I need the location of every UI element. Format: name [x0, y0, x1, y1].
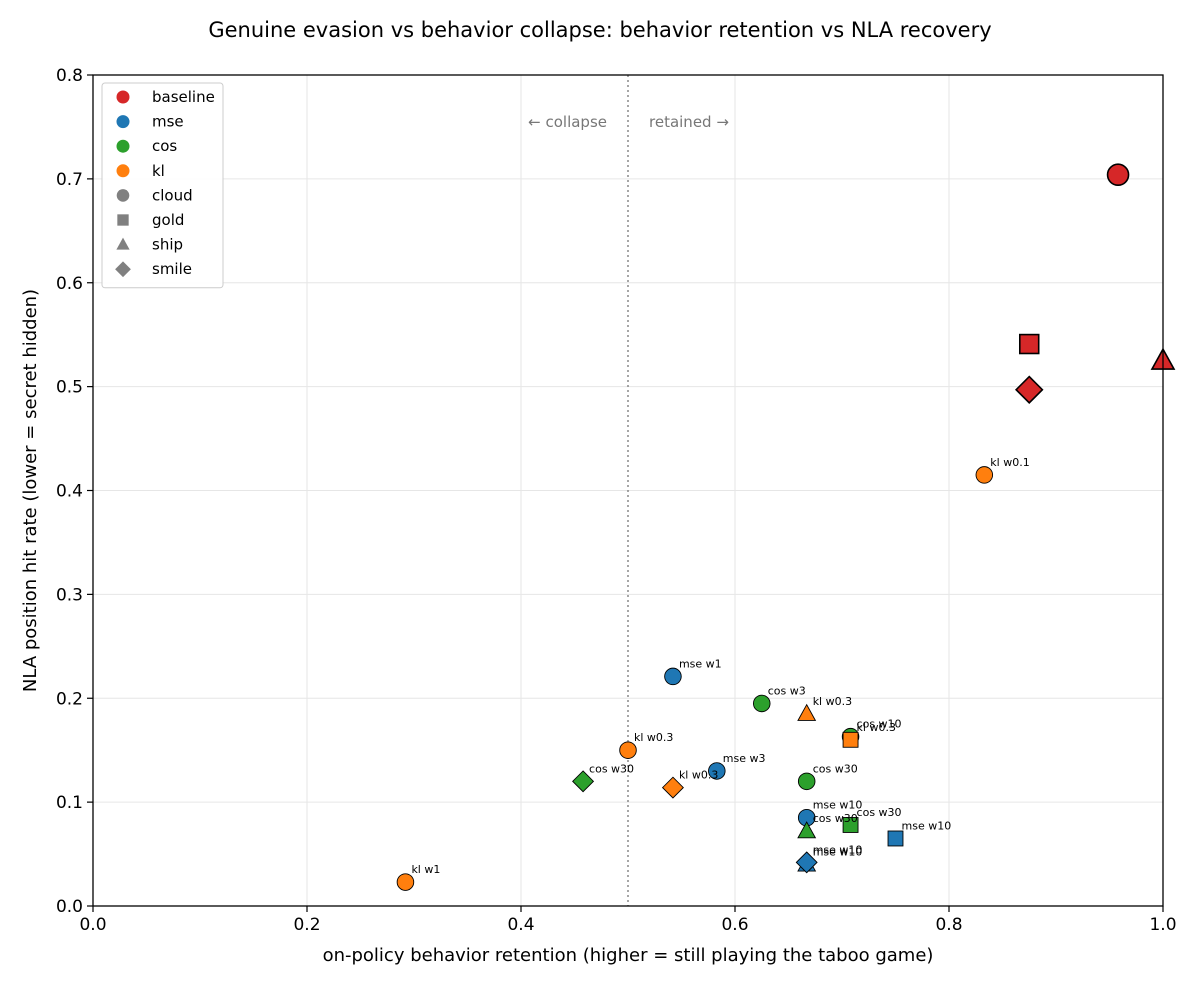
mse-cloud-point — [708, 762, 726, 780]
point-label: mse w1 — [679, 657, 722, 670]
cos-gold-point — [842, 817, 859, 833]
y-tick-label: 0.4 — [56, 482, 83, 502]
kl-smile-point — [661, 776, 684, 799]
point-label: kl w0.3 — [813, 695, 852, 708]
baseline-cloud-point — [1106, 163, 1130, 187]
point-label: cos w30 — [813, 812, 858, 825]
cos-cloud-point — [797, 772, 816, 791]
legend-cloud-label: cloud — [152, 186, 193, 204]
point-label: cos w30 — [857, 806, 902, 819]
legend-gold-marker — [117, 214, 129, 226]
cos-smile-point — [572, 770, 595, 793]
point-label: kl w1 — [411, 863, 440, 876]
point-label: kl w0.3 — [679, 769, 718, 782]
y-tick-label: 0.5 — [56, 378, 83, 398]
x-tick-label: 0.2 — [293, 915, 320, 935]
legend-ship-label: ship — [152, 236, 183, 254]
legend-mse-label: mse — [152, 113, 184, 131]
legend-gold-label: gold — [152, 211, 184, 229]
cos-ship-point — [797, 821, 817, 839]
legend: baseline mse cos kl cloud gold ship smile — [101, 82, 224, 289]
cos-cloud-point — [753, 694, 771, 713]
y-tick-label: 0.8 — [56, 66, 83, 86]
mse-smile-point — [795, 851, 818, 874]
point-label: mse w3 — [723, 752, 766, 765]
y-tick-label: 0.6 — [56, 274, 83, 294]
legend-box — [101, 82, 224, 289]
y-tick-label: 0.3 — [56, 585, 83, 605]
kl-ship-point — [797, 703, 817, 721]
x-axis-label: on-policy behavior retention (higher = s… — [323, 945, 934, 966]
legend-ship-marker — [116, 237, 130, 250]
legend-kl-marker — [116, 164, 130, 178]
point-label: kl w0.3 — [857, 721, 896, 734]
point-label: cos w30 — [813, 762, 858, 775]
axis-ticks: 0.0 0.2 0.4 0.6 0.8 1.0 0.0 0.1 0.2 0.3 0.4 0.5 0.6 0… — [56, 66, 1177, 935]
mse-gold-point — [887, 830, 904, 847]
x-tick-label: 0.6 — [721, 915, 748, 935]
y-tick-label: 0.2 — [56, 689, 83, 709]
chart-title: Genuine evasion vs behavior collapse: be… — [208, 18, 991, 42]
kl-cloud-point — [619, 741, 637, 759]
collapse-annotation: ← collapse — [528, 113, 607, 131]
retained-annotation: retained → — [649, 113, 729, 131]
legend-baseline-marker — [116, 90, 130, 104]
point-label: kl w0.1 — [990, 456, 1029, 469]
x-tick-label: 0.0 — [79, 915, 106, 935]
point-label: mse w10 — [902, 819, 952, 832]
point-label: mse w10 — [813, 799, 863, 812]
legend-cos-label: cos — [152, 137, 177, 155]
mse-cloud-point — [664, 667, 682, 686]
point-label: cos w30 — [589, 762, 634, 775]
legend-smile-label: smile — [152, 260, 192, 278]
point-label: cos w10 — [857, 718, 902, 731]
point-label: mse w10 — [813, 845, 863, 858]
y-tick-label: 0.7 — [56, 170, 83, 190]
kl-cloud-point — [975, 466, 994, 484]
baseline-gold-point — [1018, 333, 1040, 355]
legend-kl-label: kl — [152, 162, 165, 180]
baseline-smile-point — [1014, 375, 1044, 404]
y-tick-label: 0.1 — [56, 793, 83, 813]
legend-cos-marker — [116, 139, 130, 153]
legend-cloud-marker — [116, 189, 130, 202]
legend-baseline-label: baseline — [152, 88, 215, 106]
kl-cloud-point — [396, 873, 415, 891]
point-label: cos w3 — [768, 684, 806, 697]
legend-mse-marker — [116, 115, 130, 129]
x-tick-label: 1.0 — [1149, 915, 1176, 935]
kl-gold-point — [842, 731, 859, 748]
x-tick-label: 0.4 — [507, 915, 534, 935]
y-axis-label: NLA position hit rate (lower = secret hi… — [20, 289, 41, 692]
point-label: kl w0.3 — [634, 731, 673, 744]
x-tick-label: 0.8 — [935, 915, 962, 935]
y-tick-label: 0.0 — [56, 897, 83, 917]
legend-smile-marker — [115, 261, 131, 278]
point-label: mse w10 — [813, 843, 863, 856]
